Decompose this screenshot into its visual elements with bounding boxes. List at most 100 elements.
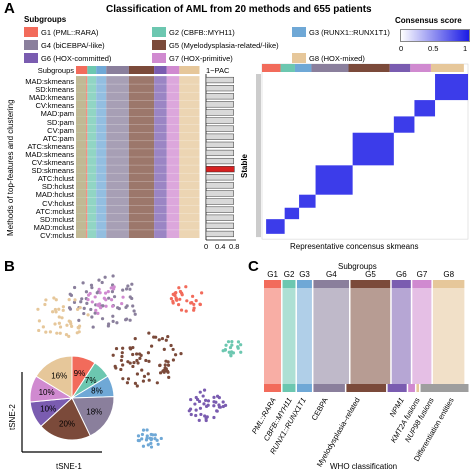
tsne-point: [109, 298, 114, 302]
alluvial-bottom-node: [282, 384, 296, 392]
tsne-point: [178, 297, 182, 301]
tsne-point: [198, 406, 203, 410]
consensus-class-heatmap: [76, 66, 202, 238]
tsne-point: [91, 325, 95, 329]
tsne-point: [206, 399, 211, 403]
alluvial-bottom-node: [420, 384, 469, 392]
alluvial-top-node: [350, 280, 391, 288]
tsne-point: [184, 309, 188, 313]
tsne-point: [79, 300, 83, 304]
tsne-point: [89, 307, 93, 312]
pac-bar: [205, 174, 234, 181]
tsne-point: [114, 346, 119, 351]
tsne-point: [78, 306, 82, 310]
alluvial-bottom-node: [296, 384, 312, 392]
legend-swatch: [152, 27, 166, 37]
tsne-point: [104, 304, 108, 308]
tsne-point: [106, 290, 110, 294]
tsne-point: [107, 296, 111, 300]
tsne-point: [194, 299, 198, 303]
alluvial-top-node: [282, 280, 296, 288]
tsne-point: [231, 351, 236, 355]
alluvial-flow: [282, 288, 296, 384]
tsne-point: [218, 405, 222, 409]
legend-item-g2: G2 (CBFB::MYH11): [152, 27, 235, 37]
tsne-point: [191, 294, 195, 298]
tsne-point: [73, 285, 77, 290]
tsne-point: [226, 340, 231, 344]
tsne1-label: tSNE-1: [56, 462, 82, 471]
tsne-point: [128, 295, 132, 299]
tsne-point: [44, 330, 48, 334]
legend-swatch: [24, 40, 38, 50]
tsne-point: [64, 332, 69, 337]
alluvial-group-label: G7: [416, 270, 428, 279]
tsne-point: [212, 404, 216, 408]
tsne-point: [215, 409, 219, 413]
alluvial-top-node: [391, 280, 411, 288]
tsne-point: [128, 361, 132, 365]
panel-letter-a: A: [4, 0, 15, 17]
tsne-point: [141, 428, 146, 432]
legend-item-g4: G4 (biCEBPA/-like): [24, 40, 105, 50]
tsne-point: [131, 352, 135, 357]
pac-bar: [205, 214, 234, 221]
matrix-top-band-g2: [280, 64, 295, 72]
tsne-point: [206, 403, 210, 407]
tsne-point: [229, 354, 233, 358]
tsne-point: [85, 301, 89, 305]
alluvial-top-node: [296, 280, 312, 288]
alluvial-flow: [313, 288, 350, 384]
method-label: MAD:mclust: [33, 222, 74, 232]
pac-bar: [205, 198, 234, 205]
tsne-point: [138, 356, 142, 360]
tsne-point: [197, 399, 202, 404]
method-label: ATC:skmeans: [27, 141, 74, 151]
tsne-point: [199, 412, 203, 417]
matrix-side-band: [256, 74, 261, 238]
tsne-point: [223, 348, 228, 352]
alluvial-top-node: [432, 280, 465, 288]
tsne-point: [189, 301, 193, 305]
alluvial-bottom-node: [346, 384, 387, 392]
legend-swatch: [24, 53, 38, 63]
consensus-matrix-heatmap: [256, 63, 469, 240]
consensus-block: [315, 165, 353, 195]
panel-letter-b: B: [4, 258, 15, 275]
tsne-point: [173, 353, 178, 357]
tsne-point: [120, 301, 124, 306]
legend-label: G1 (PML::RARA): [41, 27, 99, 37]
tsne-point: [194, 413, 198, 418]
tsne-point: [111, 319, 115, 323]
subgroup-band-g8: [179, 66, 200, 74]
tsne-point: [149, 432, 153, 437]
tsne-point: [90, 300, 94, 304]
tsne-point: [133, 381, 138, 385]
legend-label: G6 (HOX-committed): [41, 53, 112, 63]
legend-item-g8: G8 (HOX-mixed): [292, 53, 365, 63]
pac-bar-chart: [205, 74, 236, 241]
tsne-point: [60, 316, 64, 320]
tsne-point: [48, 330, 53, 334]
tsne-point: [111, 314, 115, 318]
tsne-point: [43, 302, 47, 307]
tsne-point: [57, 321, 61, 325]
method-label: CV:kmeans: [35, 101, 75, 111]
tsne-point: [131, 304, 135, 308]
tsne-point: [158, 371, 163, 375]
subgroup-band-g6: [154, 66, 167, 74]
alluvial-top-node: [264, 280, 282, 288]
matrix-top-band-g7: [410, 64, 431, 72]
pac-bar: [205, 157, 234, 165]
consensus-tick-1: 1: [463, 44, 468, 53]
pie-slice-label: 9%: [74, 369, 86, 378]
tsne-point: [119, 358, 124, 363]
alluvial-group-label: G2: [283, 270, 295, 279]
subgroups-row-label: Subgroups: [37, 66, 74, 75]
pac-bar: [205, 166, 235, 173]
tsne-point: [198, 302, 202, 307]
alluvial-bottom-node: [313, 384, 345, 392]
tsne-point: [144, 438, 149, 442]
tsne-point: [53, 307, 57, 312]
tsne-point: [166, 363, 171, 367]
